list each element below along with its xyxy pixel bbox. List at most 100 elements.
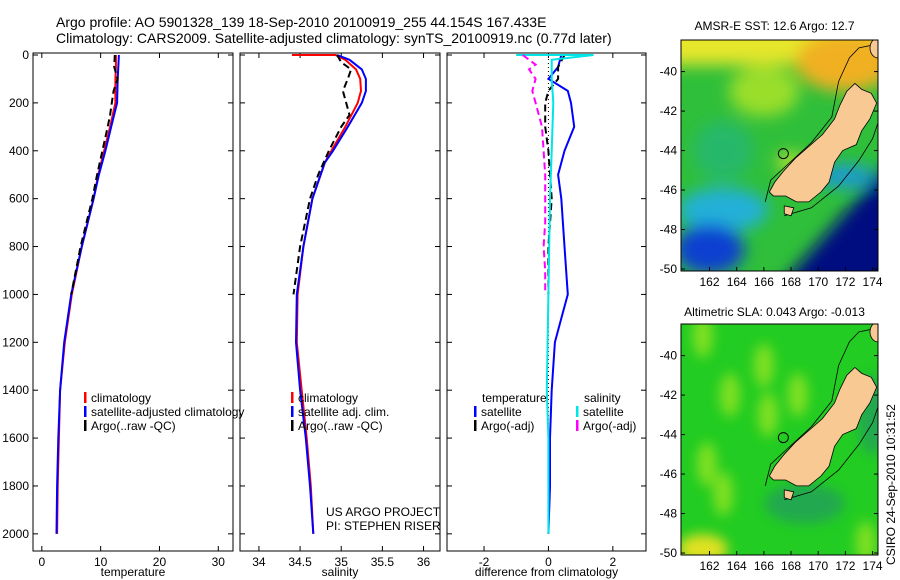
series-line-salinity-satellite bbox=[516, 54, 594, 534]
lon-tick-label: 166 bbox=[754, 559, 774, 573]
argo-position-marker bbox=[777, 432, 789, 444]
project-credit: US ARGO PROJECT bbox=[326, 505, 441, 519]
legend-label: Argo(..raw -QC) bbox=[298, 419, 383, 433]
legend-swatch bbox=[84, 392, 87, 403]
legend-header-temperature: temperature bbox=[482, 391, 547, 405]
map-field bbox=[681, 40, 878, 271]
x-tick-label: 35 bbox=[335, 555, 349, 569]
axes-box bbox=[446, 52, 647, 552]
x-axis-label: difference from climatology bbox=[475, 565, 618, 579]
legend-label: Argo(..raw -QC) bbox=[91, 419, 176, 433]
lat-tick-label: -42 bbox=[660, 388, 678, 402]
lat-tick-label: -40 bbox=[660, 65, 678, 79]
x-axis-label: temperature bbox=[101, 565, 166, 579]
map-sst: AMSR-E SST: 12.6 Argo: 12.7 162 164 166 168 1… bbox=[660, 19, 883, 289]
y-tick-label: 0 bbox=[22, 48, 29, 62]
legend-header-salinity: salinity bbox=[584, 391, 621, 405]
map-frame bbox=[680, 323, 879, 556]
north-island-land bbox=[869, 324, 878, 343]
shelf-contour bbox=[764, 43, 878, 202]
figure-title-line1: Argo profile: AO 5901328_139 18-Sep-2010… bbox=[56, 14, 547, 30]
lon-tick-label: 174 bbox=[863, 559, 883, 573]
lon-tick-label: 174 bbox=[863, 275, 883, 289]
lon-tick-label: 164 bbox=[727, 275, 747, 289]
x-tick-label: 30 bbox=[212, 555, 226, 569]
y-tick-label: 400 bbox=[9, 144, 29, 158]
legend-label: satellite-adjusted climatology bbox=[91, 405, 244, 419]
south-island-land bbox=[768, 366, 878, 487]
legend-label: satellite bbox=[583, 405, 624, 419]
series-line-satellite-adjusted-climatology bbox=[55, 54, 120, 534]
legend-swatch bbox=[291, 420, 294, 431]
shelf-contour bbox=[784, 122, 879, 217]
x-tick-label: 20 bbox=[153, 555, 167, 569]
legend-swatch bbox=[474, 420, 477, 431]
shelf-contour bbox=[764, 327, 878, 486]
x-tick-label: 36 bbox=[417, 555, 431, 569]
lon-tick-label: 164 bbox=[727, 559, 747, 573]
series-line-temperature-satellite bbox=[546, 54, 576, 534]
legend-label: Argo(-adj) bbox=[583, 419, 636, 433]
legend-swatch bbox=[291, 392, 294, 403]
lat-tick-label: -44 bbox=[660, 428, 678, 442]
lon-tick-label: 170 bbox=[808, 559, 828, 573]
lat-tick-label: -48 bbox=[660, 507, 678, 521]
y-tick-label: 2000 bbox=[2, 527, 29, 541]
map-field bbox=[681, 324, 878, 555]
lon-tick-label: 162 bbox=[700, 275, 720, 289]
lon-tick-label: 162 bbox=[700, 559, 720, 573]
x-tick-label: 0 bbox=[38, 555, 45, 569]
y-tick-label: 1800 bbox=[2, 479, 29, 493]
legend-label: satellite adj. clim. bbox=[298, 405, 389, 419]
map-title: AMSR-E SST: 12.6 Argo: 12.7 bbox=[694, 19, 854, 33]
x-axis-label: salinity bbox=[322, 565, 359, 579]
x-tick-label: 34 bbox=[252, 555, 266, 569]
x-tick-label: 10 bbox=[94, 555, 108, 569]
y-tick-label: 1400 bbox=[2, 383, 29, 397]
legend-swatch bbox=[576, 420, 579, 431]
y-tick-label: 1000 bbox=[2, 287, 29, 301]
legend-swatch bbox=[84, 420, 87, 431]
lat-tick-label: -42 bbox=[660, 104, 678, 118]
lon-tick-label: 168 bbox=[781, 275, 801, 289]
lat-tick-label: -40 bbox=[660, 349, 678, 363]
y-tick-label: 200 bbox=[9, 96, 29, 110]
series-line-argo-raw-qc- bbox=[70, 54, 119, 295]
lat-tick-label: -46 bbox=[660, 467, 678, 481]
map-title: Altimetric SLA: 0.043 Argo: -0.013 bbox=[684, 305, 865, 319]
legend-swatch bbox=[84, 406, 87, 417]
series-line-climatology bbox=[56, 55, 117, 534]
lon-tick-label: 168 bbox=[781, 559, 801, 573]
lat-tick-label: -46 bbox=[660, 183, 678, 197]
panel-salinity: 34 34.5 35 35.5 36 salinity climatologysatelli… bbox=[239, 52, 441, 579]
stewart-island-land bbox=[783, 489, 795, 501]
lat-tick-label: -50 bbox=[660, 262, 678, 276]
series-line-argo-raw-qc- bbox=[292, 54, 353, 295]
y-tick-label: 800 bbox=[9, 240, 29, 254]
x-tick-label: -2 bbox=[479, 555, 490, 569]
x-tick-label: 35.5 bbox=[371, 555, 395, 569]
axes-box bbox=[239, 52, 441, 552]
south-island-land bbox=[768, 82, 878, 203]
figure-title-line2: Climatology: CARS2009. Satellite-adjuste… bbox=[56, 30, 612, 46]
axes-box bbox=[32, 52, 234, 552]
lon-tick-label: 166 bbox=[754, 275, 774, 289]
map-frame bbox=[680, 39, 879, 272]
legend-swatch bbox=[576, 406, 579, 417]
series-line-climatology bbox=[291, 54, 363, 534]
lon-tick-label: 172 bbox=[835, 275, 855, 289]
north-island-land bbox=[869, 40, 878, 59]
legend-swatch bbox=[291, 406, 294, 417]
panel-temperature: 0 10 20 30 temperature 0 200 400 600 800 1000 1200 1… bbox=[2, 48, 244, 579]
y-tick-label: 600 bbox=[9, 192, 29, 206]
legend-swatch bbox=[474, 406, 477, 417]
legend-label: satellite bbox=[481, 405, 522, 419]
shelf-contour bbox=[784, 406, 879, 501]
argo-position-marker bbox=[777, 148, 789, 160]
series-line-satellite-adj-clim- bbox=[294, 54, 367, 534]
y-tick-label: 1200 bbox=[2, 335, 29, 349]
legend-label: climatology bbox=[91, 391, 151, 405]
lon-tick-label: 170 bbox=[808, 275, 828, 289]
lat-tick-label: -44 bbox=[660, 144, 678, 158]
